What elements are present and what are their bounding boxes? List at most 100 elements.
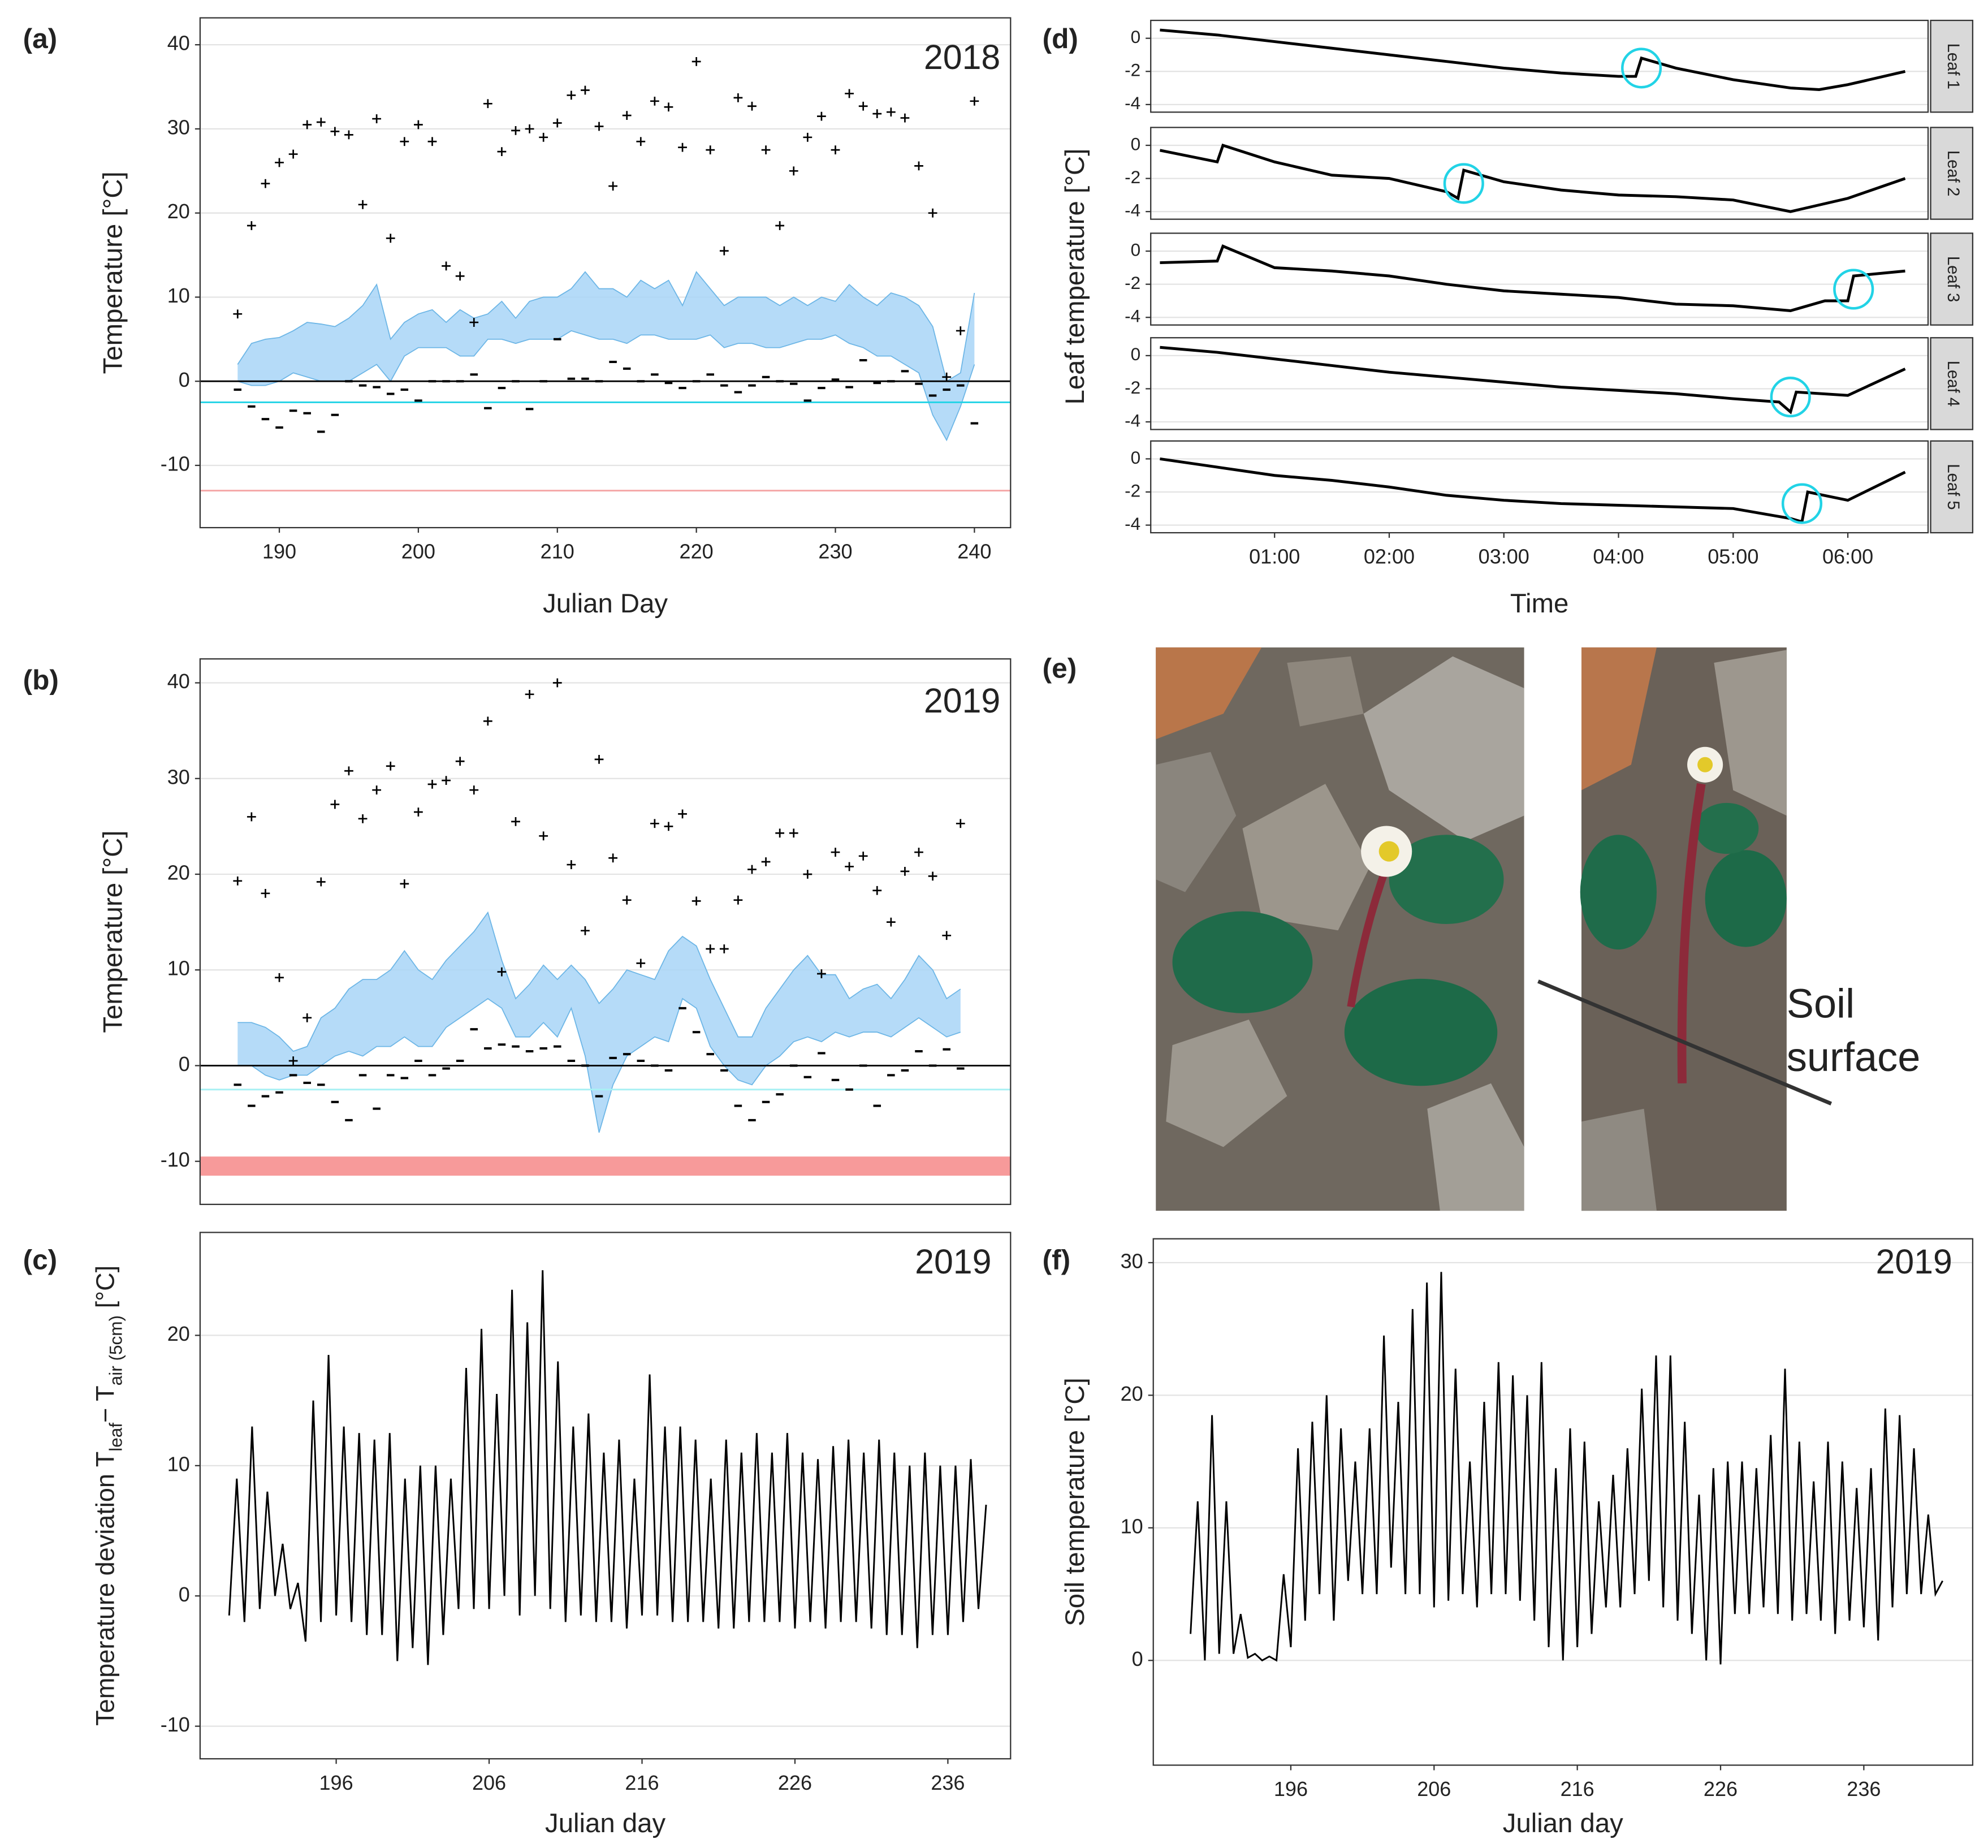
max-marker	[789, 166, 798, 176]
max-marker	[747, 101, 757, 111]
max-marker	[302, 120, 312, 129]
data-line	[1159, 143, 1906, 213]
band-lower	[237, 998, 961, 1133]
y-tick-label: 10	[167, 957, 190, 980]
max-marker	[664, 102, 673, 112]
max-marker	[261, 888, 270, 898]
y-tick-label: 0	[1131, 133, 1141, 154]
max-marker	[956, 326, 965, 335]
max-marker	[900, 867, 910, 876]
x-tick-label: 240	[957, 540, 991, 563]
max-marker	[817, 111, 826, 121]
leaf	[1344, 978, 1498, 1086]
max-marker	[344, 130, 353, 140]
max-marker	[858, 851, 868, 861]
max-marker	[650, 819, 659, 828]
max-marker	[400, 879, 409, 888]
y-axis-title-part: [°C]	[90, 1266, 119, 1315]
x-tick-label: 226	[778, 1771, 812, 1794]
max-marker	[831, 145, 840, 155]
y-tick-label: -4	[1125, 200, 1140, 221]
highlight-circle	[1443, 163, 1484, 204]
max-marker	[469, 785, 479, 795]
panel-frame	[199, 658, 1012, 1205]
max-marker	[455, 757, 465, 766]
max-marker	[817, 969, 826, 978]
stem	[1677, 783, 1706, 1083]
strip	[1930, 440, 1974, 534]
y-tick-label: 40	[167, 670, 190, 693]
x-tick-label: 04:00	[1593, 545, 1644, 568]
rock	[1363, 656, 1524, 841]
rock	[1242, 784, 1370, 931]
max-marker	[594, 755, 604, 764]
max-marker	[706, 145, 715, 155]
strip-label: Leaf 5	[1944, 464, 1963, 510]
leaf	[1695, 802, 1759, 854]
max-marker	[761, 857, 771, 866]
max-marker	[275, 973, 284, 982]
y-tick-label: -4	[1125, 410, 1140, 430]
rock	[1156, 752, 1237, 892]
y-tick-label: -2	[1125, 377, 1140, 398]
y-tick-label: 0	[179, 1052, 190, 1076]
panel-frame	[1150, 232, 1929, 326]
y-tick-label: 10	[1121, 1514, 1143, 1538]
max-marker	[414, 120, 423, 129]
max-marker	[302, 1013, 312, 1022]
max-marker	[372, 785, 382, 795]
max-marker	[483, 99, 492, 109]
rock	[1581, 1108, 1657, 1211]
x-tick-label: 02:00	[1364, 545, 1415, 568]
photo-panel: (e) Soil surface	[1043, 647, 1920, 1211]
max-marker	[845, 862, 854, 871]
panel-label: (f)	[1043, 1243, 1071, 1275]
leaf	[1705, 850, 1787, 947]
range-band	[237, 912, 961, 1133]
y-tick-label: 0	[179, 368, 190, 391]
annotation: Soil	[1787, 982, 1855, 1027]
flower-center	[1697, 757, 1713, 772]
x-tick-label: 196	[319, 1771, 353, 1794]
y-tick-label: -10	[161, 452, 190, 476]
max-marker	[525, 124, 534, 133]
y-tick-label: 20	[1121, 1382, 1143, 1405]
y-axis-title: Temperature [°C]	[98, 830, 128, 1033]
rock	[1581, 647, 1657, 791]
y-axis-title-subscript: air (5cm)	[106, 1315, 126, 1385]
max-marker	[858, 101, 868, 111]
x-tick-label: 216	[1561, 1777, 1594, 1800]
x-tick-label: 216	[625, 1771, 659, 1794]
strip	[1930, 232, 1974, 326]
y-axis-title: Soil temperature [°C]	[1060, 1378, 1090, 1626]
y-axis-title-part: − T	[90, 1385, 119, 1423]
x-axis-title: Julian Day	[543, 589, 668, 619]
max-marker	[594, 122, 604, 131]
max-marker	[427, 137, 437, 146]
x-tick-label: 236	[931, 1771, 965, 1794]
flower-center	[1378, 841, 1399, 862]
y-tick-label: 40	[167, 32, 190, 55]
max-marker	[678, 143, 687, 152]
max-marker	[539, 132, 548, 142]
stem	[1347, 865, 1390, 1008]
max-marker	[636, 958, 646, 968]
highlight-circle	[1781, 483, 1823, 524]
rock	[1714, 650, 1787, 816]
panel-label: (b)	[23, 664, 59, 696]
max-marker	[622, 895, 632, 905]
max-marker	[414, 808, 423, 817]
y-tick-label: -4	[1125, 513, 1140, 534]
year-annotation: 2018	[924, 38, 1000, 76]
max-marker	[928, 208, 937, 218]
x-tick-label: 220	[680, 540, 714, 563]
strip	[1930, 19, 1974, 113]
y-tick-label: 10	[167, 284, 190, 307]
y-axis-title: Temperature deviation Tleaf− Tair (5cm) …	[90, 1266, 126, 1726]
x-axis-title: Time	[1510, 589, 1568, 619]
strip-label: Leaf 4	[1944, 361, 1963, 407]
y-axis-title-part: Temperature deviation T	[90, 1452, 119, 1726]
max-marker	[233, 309, 243, 319]
x-tick-label: 206	[1417, 1777, 1451, 1800]
